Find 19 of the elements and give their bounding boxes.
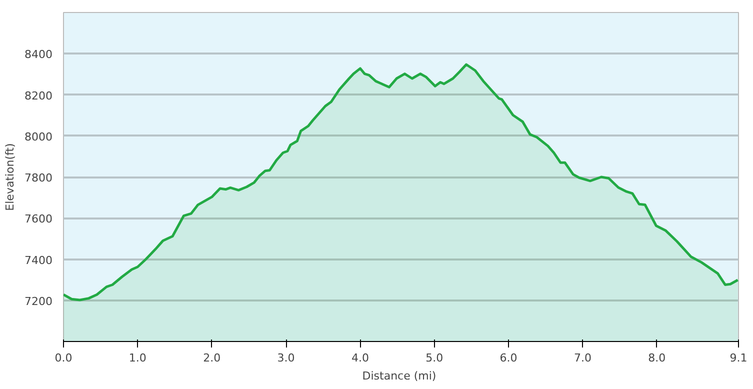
y-tick-label: 7600 xyxy=(24,212,53,226)
y-axis-title: Elevation(ft) xyxy=(4,143,17,211)
x-tick-label: 6.0 xyxy=(500,352,518,364)
x-tick-label: 9.1 xyxy=(730,352,748,364)
x-tick-label: 5.0 xyxy=(426,352,444,364)
y-tick-label: 8200 xyxy=(24,89,53,102)
x-tick-label: 3.0 xyxy=(277,352,295,364)
y-tick-label: 7800 xyxy=(24,172,53,184)
y-tick-label: 7200 xyxy=(24,294,53,308)
x-tick-label: 0.0 xyxy=(54,352,72,364)
x-tick-label: 2.0 xyxy=(203,352,221,364)
x-axis-title: Distance (mi) xyxy=(362,370,436,382)
y-tick-label: 8400 xyxy=(24,48,53,62)
x-tick-label: 7.0 xyxy=(574,352,592,364)
x-tick-label: 4.0 xyxy=(351,352,369,364)
y-tick-label: 8000 xyxy=(24,130,53,144)
y-tick-label: 7400 xyxy=(24,254,53,267)
x-tick-label: 1.0 xyxy=(128,352,146,364)
x-tick-label: 8.0 xyxy=(648,352,666,364)
